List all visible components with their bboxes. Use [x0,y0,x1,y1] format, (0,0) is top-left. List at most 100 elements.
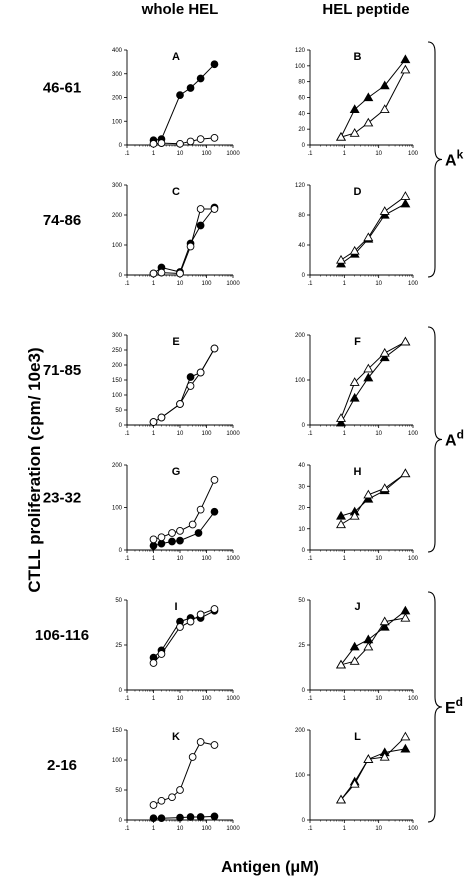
x-tick-label: 100 [201,696,212,702]
y-tick-label: 300 [112,333,123,339]
mhc-label-sup: k [457,148,464,162]
mhc-label: Ak [445,148,464,170]
data-point [149,269,158,278]
panel-i: 0 25 50 .1 1 10 100 1000 I [115,598,240,702]
data-point [157,268,166,277]
y-tick-label: 30 [298,484,305,490]
y-tick-label: 50 [298,598,305,604]
data-point [379,206,390,215]
data-point [186,242,195,251]
x-tick-label: 10 [177,281,184,287]
data-point [157,539,166,548]
y-tick-label: 50 [115,408,122,414]
series-line [340,59,406,138]
y-tick-label: 400 [112,48,123,54]
data-point [363,489,374,499]
x-tick-label: .1 [307,826,313,832]
data-point [176,269,184,278]
data-point [400,605,411,615]
y-tick-label: 100 [112,758,123,764]
data-point [168,793,176,802]
x-tick-label: .1 [307,281,313,287]
y-tick-label: 200 [112,463,123,469]
x-tick-label: 10 [177,556,184,562]
data-point [186,813,195,821]
x-tick-label: .1 [124,556,130,562]
x-tick-label: .1 [124,696,130,702]
x-tick-label: .1 [124,151,130,157]
data-point [196,505,205,514]
mhc-label: Ed [445,695,463,717]
y-tick-label: 0 [302,273,306,279]
panel-c: 0 100 200 300 .1 1 10 100 1000 C [112,183,240,287]
row-label: 106-116 [35,627,89,644]
data-point [363,754,374,763]
y-tick-label: 80 [298,80,305,86]
y-tick-label: 60 [298,96,305,102]
x-tick-label: .1 [307,696,313,702]
panel-f: 0 100 200 .1 1 10 100 F [295,333,419,437]
series-line [153,479,215,540]
series-line [340,617,406,666]
y-tick-label: 10 [298,527,305,533]
panel-j: 0 25 50 .1 1 10 100 J [298,598,418,702]
data-point [336,131,346,141]
data-point [186,137,195,146]
y-tick-label: 0 [119,143,123,149]
data-point [176,400,184,408]
x-tick-label: 100 [201,151,212,157]
x-tick-label: 10 [375,151,382,157]
data-point [379,751,390,761]
data-point [188,520,197,529]
data-point [157,650,166,658]
panel-letter: K [172,731,180,743]
y-tick-label: 0 [302,688,306,694]
y-tick-label: 50 [115,598,122,604]
panel-letter: C [172,186,180,198]
data-point [176,536,184,545]
data-point [379,80,390,90]
mhc-label-sup: d [457,428,464,442]
x-tick-label: 100 [408,151,419,157]
data-point [210,134,219,142]
y-tick-label: 25 [115,643,122,649]
series-line [340,748,406,801]
x-tick-label: .1 [307,556,313,562]
series-line [340,610,406,666]
panel-letter: H [354,466,362,478]
data-point [363,232,374,242]
x-tick-label: 1 [343,696,347,702]
x-tick-label: 10 [375,431,382,437]
y-tick-label: 100 [295,64,306,70]
data-point [210,812,219,821]
data-point [400,191,411,200]
data-point [176,623,184,631]
x-tick-label: 100 [201,281,212,287]
data-point [196,135,205,143]
y-tick-label: 150 [112,728,123,734]
y-tick-label: 100 [112,393,123,399]
data-point [379,616,390,626]
data-point [379,483,390,492]
data-point [168,537,176,546]
mhc-bracket [427,591,443,823]
data-point [379,104,390,113]
series-line [153,741,215,806]
x-tick-label: 1 [152,151,156,157]
mhc-bracket [427,41,443,278]
data-point [363,372,374,382]
x-tick-label: 10 [177,696,184,702]
x-tick-label: 10 [177,431,184,437]
row-label: 74-86 [43,212,81,229]
data-point [210,205,219,213]
data-point [349,656,360,665]
mhc-bracket [427,326,443,553]
series-line [153,348,215,423]
series-line [153,63,215,141]
y-tick-label: 0 [302,143,306,149]
y-tick-label: 300 [112,183,123,189]
x-tick-label: 1 [152,281,156,287]
panel-letter: E [172,336,179,348]
data-point [196,74,205,83]
